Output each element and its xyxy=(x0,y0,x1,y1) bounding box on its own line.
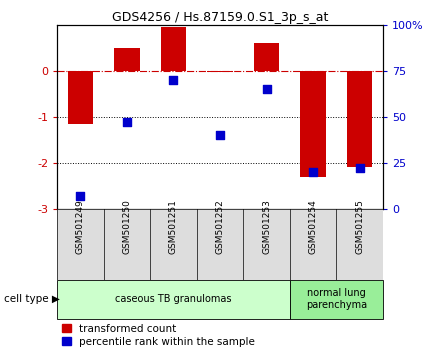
Point xyxy=(77,193,84,199)
Title: GDS4256 / Hs.87159.0.S1_3p_s_at: GDS4256 / Hs.87159.0.S1_3p_s_at xyxy=(112,11,328,24)
Bar xyxy=(68,71,93,124)
Point xyxy=(263,86,270,92)
Text: normal lung
parenchyma: normal lung parenchyma xyxy=(306,288,367,310)
Text: caseous TB granulomas: caseous TB granulomas xyxy=(115,294,232,304)
Bar xyxy=(254,43,279,71)
Bar xyxy=(207,71,233,72)
Bar xyxy=(300,71,326,177)
Point xyxy=(124,120,131,125)
Text: cell type ▶: cell type ▶ xyxy=(4,294,60,304)
Legend: transformed count, percentile rank within the sample: transformed count, percentile rank withi… xyxy=(62,324,255,347)
Point xyxy=(309,169,316,175)
Point xyxy=(216,132,224,138)
Point xyxy=(170,77,177,83)
Bar xyxy=(161,27,186,71)
Bar xyxy=(347,71,372,167)
Bar xyxy=(57,280,290,319)
Bar xyxy=(114,48,140,71)
Point xyxy=(356,166,363,171)
Bar xyxy=(290,280,383,319)
